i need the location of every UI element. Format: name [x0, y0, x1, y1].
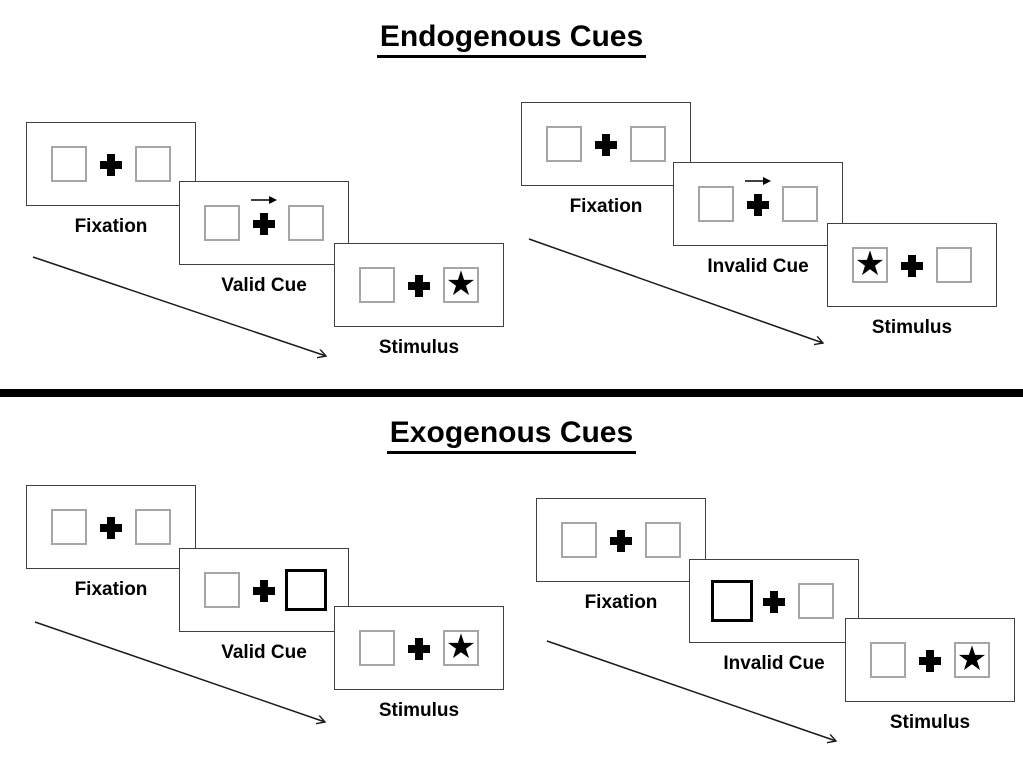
left-placeholder-box [359, 267, 395, 303]
star-icon: ★ [445, 627, 477, 666]
endogenous-valid-fixation-panel [26, 122, 196, 206]
right-placeholder-box [782, 186, 818, 222]
right-placeholder-box [645, 522, 681, 558]
fixation-cross-icon [408, 275, 430, 297]
right-target-box: ★ [954, 642, 990, 678]
fixation-cross-icon [901, 255, 923, 277]
timeline-arrow-exogenous-valid [34, 621, 325, 722]
right-placeholder-box [798, 583, 834, 619]
panel-label: Stimulus [871, 317, 953, 338]
right-placeholder-box [135, 146, 171, 182]
left-placeholder-box [359, 630, 395, 666]
left-placeholder-box [870, 642, 906, 678]
panel-label: Invalid Cue [723, 653, 825, 674]
left-placeholder-box [51, 146, 87, 182]
endogenous-title-text: Endogenous Cues [376, 20, 647, 58]
right-peripheral-cue-box [285, 569, 327, 611]
star-icon: ★ [956, 639, 988, 678]
panel-label: Stimulus [889, 712, 971, 733]
left-peripheral-cue-box [711, 580, 753, 622]
fixation-cross-icon [763, 591, 785, 613]
fixation-cross-icon [253, 580, 275, 602]
fixation-cross-icon [253, 213, 275, 235]
timeline-arrow-endogenous-valid [32, 256, 326, 356]
star-icon: ★ [445, 264, 477, 303]
exogenous-valid-fixation-panel [26, 485, 196, 569]
timeline-arrow-endogenous-invalid [528, 238, 823, 343]
exogenous-invalid-cue-panel [689, 559, 859, 643]
right-placeholder-box [288, 205, 324, 241]
left-placeholder-box [51, 509, 87, 545]
exogenous-invalid-fixation-panel [536, 498, 706, 582]
exogenous-section-title: Exogenous Cues [0, 416, 1023, 454]
right-target-box: ★ [443, 267, 479, 303]
left-placeholder-box [204, 572, 240, 608]
exogenous-invalid-stimulus-panel: ★ [845, 618, 1015, 702]
left-placeholder-box [561, 522, 597, 558]
right-target-box: ★ [443, 630, 479, 666]
fixation-cross-icon [919, 650, 941, 672]
fixation-cross-icon [747, 194, 769, 216]
right-placeholder-box [936, 247, 972, 283]
panel-label: Invalid Cue [707, 256, 809, 277]
left-placeholder-box [698, 186, 734, 222]
central-cue-right-arrow-icon [745, 177, 771, 185]
endogenous-section-title: Endogenous Cues [0, 20, 1023, 58]
endogenous-invalid-stimulus-panel: ★ [827, 223, 997, 307]
star-icon: ★ [854, 244, 886, 283]
left-target-box: ★ [852, 247, 888, 283]
panel-label: Fixation [74, 579, 148, 600]
endogenous-valid-stimulus-panel: ★ [334, 243, 504, 327]
fixation-cross-icon [610, 530, 632, 552]
panel-label: Valid Cue [221, 275, 307, 296]
panel-label: Fixation [569, 196, 643, 217]
section-divider [0, 389, 1023, 397]
panel-label: Valid Cue [221, 642, 307, 663]
panel-label: Stimulus [378, 337, 460, 358]
left-placeholder-box [546, 126, 582, 162]
panel-label: Fixation [74, 216, 148, 237]
endogenous-invalid-cue-panel [673, 162, 843, 246]
right-placeholder-box [135, 509, 171, 545]
right-placeholder-box [630, 126, 666, 162]
exogenous-title-text: Exogenous Cues [386, 416, 637, 454]
fixation-cross-icon [100, 517, 122, 539]
panel-label: Fixation [584, 592, 658, 613]
fixation-cross-icon [408, 638, 430, 660]
panel-label: Stimulus [378, 700, 460, 721]
endogenous-valid-cue-panel [179, 181, 349, 265]
exogenous-valid-stimulus-panel: ★ [334, 606, 504, 690]
endogenous-invalid-fixation-panel [521, 102, 691, 186]
fixation-cross-icon [595, 134, 617, 156]
left-placeholder-box [204, 205, 240, 241]
central-cue-right-arrow-icon [251, 196, 277, 204]
fixation-cross-icon [100, 154, 122, 176]
exogenous-valid-cue-panel [179, 548, 349, 632]
